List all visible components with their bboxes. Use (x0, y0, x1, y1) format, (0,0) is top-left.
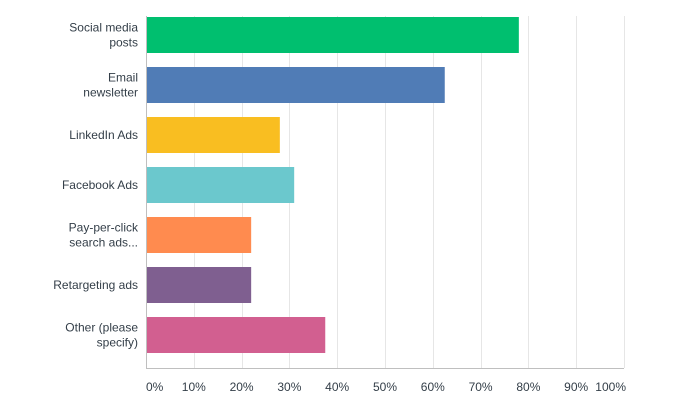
tick-label-40: 40% (325, 380, 349, 394)
tick-label-50: 50% (373, 380, 397, 394)
category-label-line: Retargeting ads (53, 278, 138, 292)
bar-0 (146, 17, 519, 53)
axes (146, 16, 624, 369)
category-label-line: Facebook Ads (62, 178, 138, 192)
category-label-0: Social media posts (69, 21, 138, 50)
bar-2 (146, 117, 280, 153)
category-label-3: Facebook Ads (62, 178, 138, 192)
category-label-1: Email newsletter (83, 71, 138, 100)
tick-label-30: 30% (277, 380, 301, 394)
tick-label-80: 80% (516, 380, 540, 394)
bar-3 (146, 167, 295, 203)
category-label-line: Pay-per-click (69, 221, 139, 235)
category-label-line: newsletter (83, 86, 138, 100)
tick-label-90: 90% (564, 380, 588, 394)
category-label-line: LinkedIn Ads (69, 128, 138, 142)
category-labels: Social media posts Email newsletter LinkedIn… (53, 21, 139, 350)
tick-label-100: 100% (595, 380, 626, 394)
tick-labels: 0% 10% 20% 30% 40% 50% 60% 70% 80% 90% 100% (146, 380, 626, 394)
bar-5 (146, 267, 252, 303)
category-label-5: Retargeting ads (53, 278, 138, 292)
category-label-line: specify) (97, 336, 138, 350)
bar-4 (146, 217, 252, 253)
tick-label-60: 60% (421, 380, 445, 394)
category-label-line: Other (please (65, 321, 138, 335)
tick-label-10: 10% (182, 380, 206, 394)
bar-6 (146, 317, 326, 353)
tick-label-70: 70% (469, 380, 493, 394)
category-label-6: Other (please specify) (65, 321, 138, 350)
bars (146, 17, 519, 353)
category-label-line: posts (109, 36, 138, 50)
tick-label-20: 20% (230, 380, 254, 394)
category-label-line: search ads... (69, 236, 138, 250)
category-label-line: Email (108, 71, 138, 85)
bar-1 (146, 67, 445, 103)
category-label-line: Social media (69, 21, 138, 35)
category-label-2: LinkedIn Ads (69, 128, 138, 142)
category-label-4: Pay-per-click search ads... (69, 221, 139, 250)
tick-label-0: 0% (146, 380, 164, 394)
